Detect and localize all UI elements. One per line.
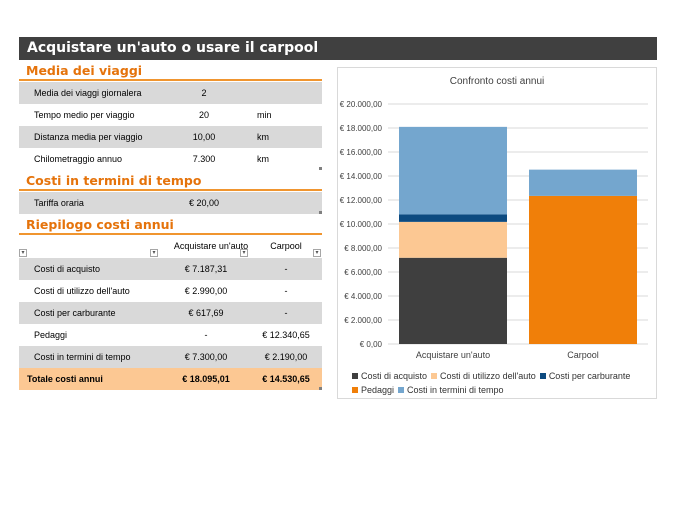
filter-dropdown-icon[interactable]: ▾	[240, 249, 248, 257]
y-tick-label: € 6.000,00	[344, 268, 382, 277]
x-category-label: Carpool	[567, 350, 599, 360]
summary-row-usage[interactable]: Costi di utilizzo dell'auto € 2.990,00 -	[19, 280, 322, 302]
table-resize-handle[interactable]	[319, 211, 322, 214]
bar-segment-pool-4[interactable]	[529, 169, 637, 196]
legend-swatch	[352, 387, 358, 393]
time-costs-row-rate[interactable]: Tariffa oraria € 20,00	[19, 192, 322, 214]
y-tick-label: € 10.000,00	[340, 220, 383, 229]
x-category-label: Acquistare un'auto	[416, 350, 490, 360]
legend-label: Costi di utilizzo dell'auto	[440, 371, 536, 381]
row-unit: min	[257, 110, 272, 120]
time-costs-divider	[19, 189, 322, 191]
chart-area[interactable]: Confronto costi annui € 0,00 € 2.000,00 € …	[337, 67, 657, 399]
y-tick-label: € 18.000,00	[340, 124, 383, 133]
trips-row-distance[interactable]: Distanza media per viaggio 10,00 km	[19, 126, 322, 148]
row-label: Pedaggi	[34, 330, 68, 340]
trips-divider	[19, 79, 322, 81]
row-value[interactable]: 20	[198, 110, 209, 120]
row-pool-value: € 12.340,65	[262, 330, 310, 340]
legend-label: Costi di acquisto	[361, 371, 428, 381]
bar-segment-car-4[interactable]	[399, 126, 507, 215]
row-label: Costi in termini di tempo	[34, 352, 131, 362]
trips-row-daily[interactable]: Media dei viaggi giornalera 2	[19, 82, 322, 104]
summary-row-fuel[interactable]: Costi per carburante € 617,69 -	[19, 302, 322, 324]
row-car-value: -	[204, 330, 208, 340]
chart-legend: Costi di acquisto Costi di utilizzo dell'…	[352, 369, 648, 397]
bar-segment-pool-3[interactable]	[529, 195, 637, 344]
row-label: Costi di acquisto	[34, 264, 101, 274]
row-value[interactable]: 7.300	[192, 154, 216, 164]
table-resize-handle[interactable]	[319, 167, 322, 170]
row-value[interactable]: € 20,00	[188, 198, 220, 208]
filter-dropdown-icon[interactable]: ▾	[313, 249, 321, 257]
row-car-value: € 2.990,00	[184, 286, 228, 296]
y-tick-label: € 14.000,00	[340, 172, 383, 181]
row-label: Chilometraggio annuo	[34, 154, 123, 164]
summary-heading: Riepilogo costi annui	[26, 217, 174, 232]
legend-swatch	[352, 373, 358, 379]
legend-item[interactable]: Costi di acquisto	[352, 369, 427, 383]
legend-swatch	[398, 387, 405, 393]
total-label: Totale costi annui	[27, 374, 103, 384]
summary-divider	[19, 233, 322, 235]
chart-title: Confronto costi annui	[450, 76, 545, 87]
legend-swatch	[431, 373, 438, 379]
trips-heading: Media dei viaggi	[26, 63, 143, 78]
row-label: Distanza media per viaggio	[34, 132, 143, 142]
row-value[interactable]: 10,00	[192, 132, 216, 142]
legend-label: Costi per carburante	[548, 371, 631, 381]
row-pool-value: € 2.190,00	[264, 352, 308, 362]
legend-item[interactable]: Costi in termini di tempo	[398, 383, 504, 397]
legend-label: Costi in termini di tempo	[407, 385, 504, 395]
summary-col-car: Acquistare un'auto	[173, 241, 249, 251]
legend-item[interactable]: Costi per carburante	[539, 369, 631, 383]
bar-segment-car-1[interactable]	[399, 221, 507, 258]
summary-header-row: ▾ ▾ Acquistare un'auto ▾ Carpool ▾	[19, 238, 322, 260]
total-car-value: € 18.095,01	[182, 374, 230, 384]
time-costs-heading: Costi in termini di tempo	[26, 173, 202, 188]
summary-col-pool: Carpool	[270, 241, 302, 251]
legend-item[interactable]: Pedaggi	[352, 383, 394, 397]
table-resize-handle[interactable]	[319, 387, 322, 390]
y-tick-label: € 2.000,00	[344, 316, 382, 325]
summary-row-time[interactable]: Costi in termini di tempo € 7.300,00 € 2…	[19, 346, 322, 368]
row-label: Tempo medio per viaggio	[34, 110, 135, 120]
y-tick-label: € 0,00	[360, 340, 383, 349]
row-unit: km	[257, 154, 269, 164]
row-pool-value: -	[284, 264, 288, 274]
y-tick-label: € 8.000,00	[344, 244, 382, 253]
row-car-value: € 7.300,00	[184, 352, 228, 362]
row-unit: km	[257, 132, 269, 142]
filter-dropdown-icon[interactable]: ▾	[19, 249, 27, 257]
row-label: Media dei viaggi giornalera	[34, 88, 142, 98]
bar-segment-car-2[interactable]	[399, 214, 507, 222]
row-car-value: € 7.187,31	[184, 264, 228, 274]
row-label: Costi per carburante	[34, 308, 116, 318]
row-label: Costi di utilizzo dell'auto	[34, 286, 130, 296]
row-car-value: € 617,69	[188, 308, 224, 318]
legend-label: Pedaggi	[361, 385, 395, 395]
bar-segment-car-0[interactable]	[399, 257, 507, 344]
y-tick-label: € 12.000,00	[340, 196, 383, 205]
page-title: Acquistare un'auto o usare il carpool	[19, 37, 657, 60]
trips-row-mileage[interactable]: Chilometraggio annuo 7.300 km	[19, 148, 322, 170]
y-tick-label: € 4.000,00	[344, 292, 382, 301]
summary-row-total[interactable]: Totale costi annui € 18.095,01 € 14.530,…	[19, 368, 322, 390]
total-pool-value: € 14.530,65	[262, 374, 310, 384]
summary-row-purchase[interactable]: Costi di acquisto € 7.187,31 -	[19, 258, 322, 280]
row-pool-value: -	[284, 286, 288, 296]
trips-row-time[interactable]: Tempo medio per viaggio 20 min	[19, 104, 322, 126]
y-tick-label: € 20.000,00	[340, 100, 383, 109]
stacked-bar-chart: Confronto costi annui € 0,00 € 2.000,00 € …	[340, 76, 648, 360]
filter-dropdown-icon[interactable]: ▾	[150, 249, 158, 257]
row-label: Tariffa oraria	[34, 198, 84, 208]
y-tick-label: € 16.000,00	[340, 148, 383, 157]
legend-item[interactable]: Costi di utilizzo dell'auto	[431, 369, 536, 383]
row-pool-value: -	[284, 308, 288, 318]
row-value[interactable]: 2	[201, 88, 207, 98]
summary-row-tolls[interactable]: Pedaggi - € 12.340,65	[19, 324, 322, 346]
legend-swatch	[539, 373, 546, 379]
